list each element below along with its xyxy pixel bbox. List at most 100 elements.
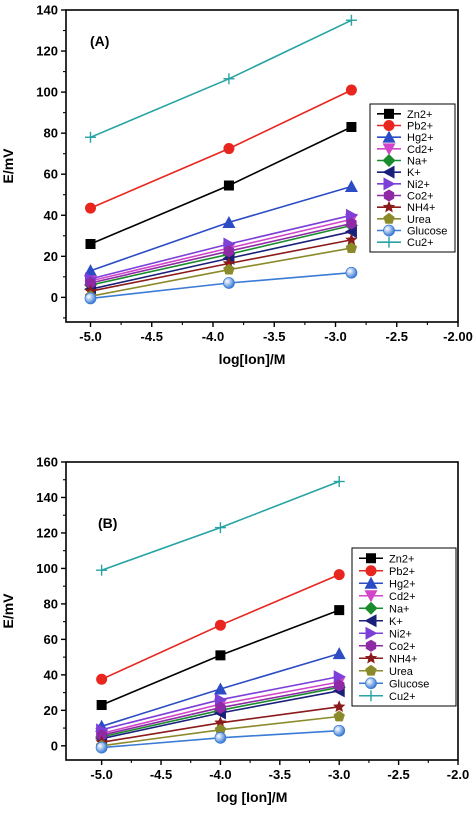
legend-label: Hg2+ (407, 132, 434, 144)
series-zn2 (85, 122, 357, 249)
x-axis-label: log [Ion]/M (217, 789, 288, 805)
data-point (345, 242, 358, 253)
y-tick-label: 80 (44, 126, 58, 141)
series-cu2 (96, 476, 345, 576)
data-point (345, 14, 357, 26)
series-nh4 (84, 233, 358, 297)
legend-label: Pb2+ (389, 566, 415, 578)
legend-item: NH4+ (359, 651, 417, 665)
y-axis-label: E/mV (0, 148, 16, 184)
data-point (344, 225, 357, 239)
legend-label: Urea (407, 214, 432, 226)
data-point (85, 277, 96, 289)
data-point (96, 700, 107, 711)
legend-label: Zn2+ (389, 553, 414, 565)
data-point (215, 701, 226, 714)
x-tick-label: -4.0 (209, 767, 231, 782)
x-tick-label: -3.5 (263, 329, 285, 344)
x-tick-label: -4.5 (141, 329, 163, 344)
x-tick-label: -3.5 (269, 767, 291, 782)
legend-item: NH4+ (377, 200, 435, 214)
legend-marker (383, 177, 396, 191)
data-point (223, 143, 235, 155)
legend-label: Urea (389, 666, 414, 678)
x-tick-label: -2.5 (387, 767, 409, 782)
legend-marker (364, 590, 378, 603)
y-tick-label: 40 (44, 208, 58, 223)
data-point (332, 647, 346, 660)
data-point (222, 257, 236, 269)
legend: Zn2+Pb2+Hg2+Cd2+Na+K+Ni2+Co2+NH4+UreaGlu… (351, 547, 457, 707)
series-glucose (84, 266, 358, 305)
data-point (214, 716, 227, 728)
y-axis-label: E/mV (0, 593, 16, 629)
data-point (334, 605, 345, 616)
legend-marker (383, 189, 395, 202)
x-tick-label: -5.0 (90, 767, 112, 782)
series-urea (84, 242, 358, 302)
legend-item: Zn2+ (377, 108, 432, 121)
series-zn2 (96, 605, 345, 711)
legend-item: K+ (359, 614, 403, 628)
x-tick-label: -2.5 (386, 329, 408, 344)
legend-label: K+ (389, 616, 403, 628)
legend-marker (383, 212, 395, 224)
legend-item: Cu2+ (377, 236, 434, 249)
data-point (333, 569, 345, 581)
data-point (333, 670, 346, 684)
y-tick-label: 60 (44, 632, 58, 647)
data-point (223, 263, 235, 275)
legend-marker (364, 601, 378, 615)
series-pb2 (85, 84, 357, 214)
legend-label: Cd2+ (407, 144, 434, 156)
legend-marker (382, 200, 396, 213)
legend-marker (365, 565, 377, 577)
legend-item: Co2+ (359, 639, 416, 653)
legend-marker (364, 576, 378, 589)
data-point (333, 710, 345, 722)
legend-label: K+ (407, 167, 421, 179)
y-tick-label: 100 (36, 561, 58, 576)
data-point (214, 522, 226, 534)
data-point (223, 180, 234, 191)
series-co2 (85, 217, 357, 289)
panel-label: (A) (90, 33, 109, 49)
series-hg2 (84, 180, 358, 277)
series-co2 (96, 679, 345, 742)
legend-marker (382, 130, 396, 143)
plot-frame (65, 9, 459, 323)
legend-marker (382, 165, 395, 179)
data-point (85, 131, 96, 143)
legend-label: Glucose (407, 226, 447, 238)
legend-label: NH4+ (389, 653, 417, 665)
legend-marker (364, 614, 377, 628)
panel-label: (B) (98, 515, 117, 531)
legend-item: Pb2+ (377, 120, 433, 133)
data-point (333, 724, 346, 737)
chart-panel-a: -5.0 -4.5 -4.0 -3.5 -3.0 -2.5 -2.00 0 20 40 60 80 10… (0, 3, 473, 368)
legend-label: Co2+ (389, 641, 416, 653)
legend-item: Cu2+ (359, 690, 416, 703)
legend-label: Cu2+ (389, 691, 416, 703)
series-line (90, 222, 352, 284)
legend-item: Na+ (377, 154, 428, 168)
x-tick-label: -3.0 (324, 329, 346, 344)
data-point (345, 84, 357, 96)
legend-marker (366, 553, 376, 564)
legend-item: Pb2+ (359, 565, 415, 578)
data-point (222, 215, 236, 228)
x-tick-label: -4.0 (202, 329, 224, 344)
y-tick-label: 160 (36, 455, 58, 470)
legend-item: Cd2+ (377, 143, 434, 156)
data-point (85, 202, 96, 214)
data-point (223, 73, 235, 85)
legend-item: Co2+ (377, 189, 434, 203)
chart-panel-b: -5.0 -4.5 -4.0 -3.5 -3.0 -2.5 -2.0 0 20 40 60 80 100… (0, 455, 469, 806)
legend-item: Ni2+ (359, 626, 412, 640)
legend-marker (364, 651, 378, 664)
y-tick-label: 140 (36, 490, 58, 505)
legend-marker (365, 626, 378, 640)
legend-marker (365, 639, 377, 652)
legend-item: Na+ (359, 601, 410, 615)
legend-label: Cd2+ (389, 591, 416, 603)
